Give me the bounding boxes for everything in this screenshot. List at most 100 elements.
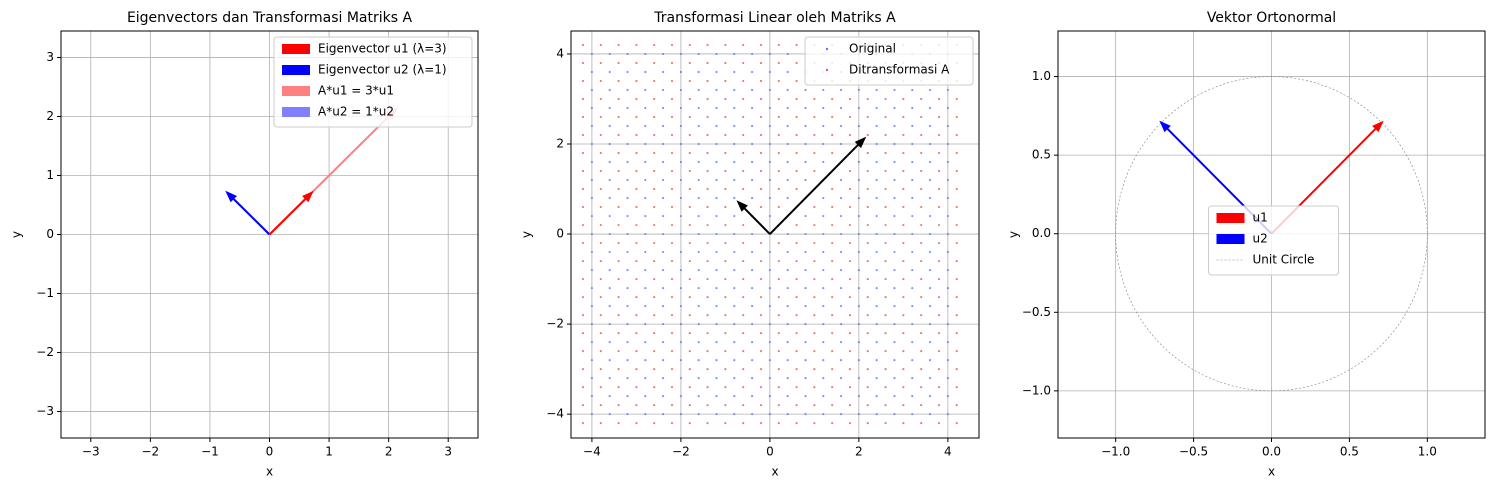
scatter-point	[786, 250, 789, 254]
scatter-point	[928, 268, 932, 272]
scatter-point	[742, 79, 745, 83]
x-tick-label: 0	[766, 445, 774, 459]
scatter-point	[617, 295, 620, 299]
scatter-point	[644, 268, 647, 272]
scatter-point	[786, 70, 789, 74]
scatter-point	[662, 268, 665, 272]
scatter-point	[635, 223, 638, 227]
scatter-point	[946, 106, 949, 110]
scatter-point	[857, 160, 860, 164]
scatter-point	[644, 214, 647, 218]
axes-frame	[1057, 30, 1486, 439]
scatter-point	[920, 115, 923, 119]
scatter-point	[733, 178, 736, 182]
scatter-point	[795, 368, 798, 371]
scatter-point	[884, 386, 887, 389]
scatter-point	[581, 241, 585, 245]
scatter-point	[831, 386, 834, 389]
scatter-point	[653, 350, 656, 353]
scatter-point	[786, 124, 789, 128]
scatter-point	[688, 422, 691, 425]
scatter-point	[715, 377, 718, 380]
scatter-point	[795, 404, 798, 407]
scatter-point	[937, 97, 941, 101]
scatter-point	[626, 142, 629, 146]
scatter-point	[839, 413, 843, 416]
scatter-point	[768, 52, 771, 56]
scatter-point	[590, 413, 594, 416]
scatter-point	[706, 115, 709, 119]
scatter-point	[733, 214, 736, 218]
scatter-point	[893, 196, 896, 200]
scatter-point	[706, 277, 709, 281]
scatter-point	[599, 169, 602, 173]
scatter-point	[697, 268, 700, 272]
scatter-point	[626, 196, 629, 200]
scatter-point	[804, 214, 807, 218]
scatter-point	[679, 160, 682, 164]
scatter-point	[893, 341, 896, 344]
scatter-point	[697, 88, 700, 92]
scatter-point	[644, 304, 647, 308]
scatter-point	[875, 124, 878, 128]
scatter-point	[635, 169, 638, 173]
scatter-point	[946, 88, 949, 92]
scatter-point	[813, 368, 816, 371]
scatter-point	[626, 359, 629, 362]
scatter-point	[679, 142, 682, 146]
scatter-point	[688, 187, 691, 191]
scatter-point	[777, 277, 780, 281]
scatter-point	[608, 124, 611, 128]
scatter-point	[653, 79, 656, 83]
scatter-point	[759, 205, 763, 209]
scatter-point	[750, 322, 754, 326]
scatter-point	[946, 124, 949, 128]
scatter-point	[733, 88, 736, 92]
scatter-point	[875, 322, 878, 326]
scatter-point	[857, 178, 860, 182]
scatter-point	[706, 313, 709, 317]
scatter-point	[839, 395, 843, 398]
scatter-point	[724, 295, 727, 299]
scatter-point	[733, 286, 736, 290]
scatter-point	[759, 404, 763, 407]
scatter-point	[635, 386, 638, 389]
scatter-point	[750, 268, 754, 272]
x-tick-label: 0.5	[1340, 445, 1359, 459]
scatter-point	[635, 115, 638, 119]
scatter-point	[893, 286, 896, 290]
scatter-point	[679, 304, 682, 308]
scatter-point	[857, 196, 860, 200]
scatter-point	[875, 178, 878, 182]
scatter-point	[795, 422, 798, 425]
scatter-point	[608, 341, 611, 344]
scatter-point	[653, 241, 656, 245]
scatter-point	[662, 232, 665, 236]
scatter-point	[928, 106, 932, 110]
scatter-point	[608, 106, 611, 110]
scatter-point	[822, 142, 825, 146]
scatter-point	[715, 106, 718, 110]
scatter-point	[662, 196, 665, 200]
legend-label: Eigenvector u1 (λ=3)	[318, 42, 447, 56]
scatter-point	[581, 133, 585, 137]
scatter-point	[928, 214, 932, 218]
scatter-point	[644, 196, 647, 200]
scatter-point	[777, 386, 780, 389]
scatter-point	[928, 359, 932, 362]
y-tick-label: −3	[36, 404, 54, 418]
scatter-point	[795, 331, 798, 335]
scatter-point	[946, 196, 949, 200]
scatter-point	[644, 178, 647, 182]
scatter-point	[688, 115, 691, 119]
scatter-point	[804, 395, 807, 398]
scatter-point	[911, 268, 914, 272]
scatter-point	[608, 322, 611, 326]
scatter-point	[831, 205, 834, 209]
scatter-point	[759, 313, 763, 317]
scatter-point	[884, 277, 887, 281]
scatter-point	[706, 241, 709, 245]
scatter-point	[946, 232, 949, 236]
scatter-point	[786, 178, 789, 182]
scatter-point	[937, 295, 941, 299]
